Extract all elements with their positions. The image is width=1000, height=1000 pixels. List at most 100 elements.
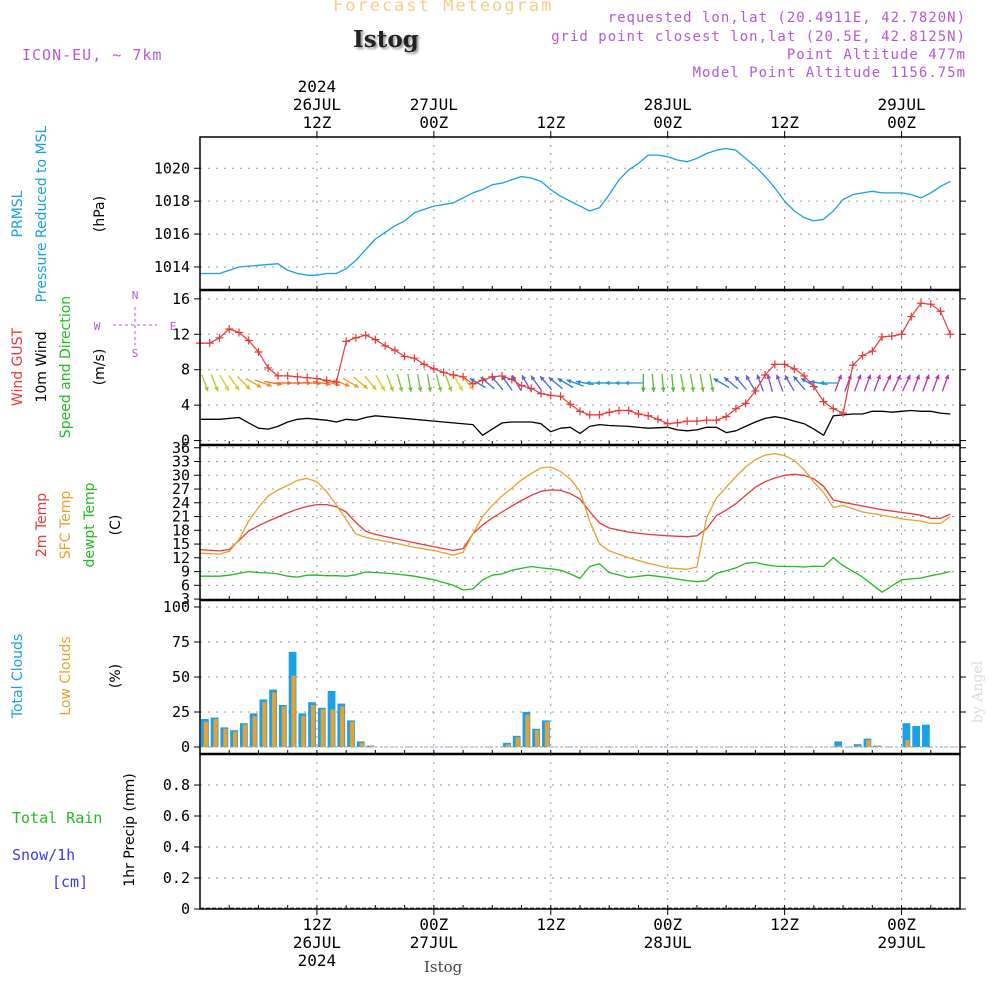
wind-arrow-head [640, 387, 646, 392]
total-cloud-bar [834, 741, 843, 747]
wind-arrow-head [690, 387, 696, 392]
panel-label: Low Clouds [58, 636, 74, 716]
panel-label: 10m Wind [34, 331, 50, 403]
gust-marker [692, 417, 701, 426]
gust-marker [371, 335, 380, 344]
gust-marker [322, 376, 331, 385]
gust-marker [634, 410, 643, 418]
gust-marker [800, 371, 809, 380]
gust-marker [839, 409, 848, 418]
y-tick-label: 0.4 [163, 838, 190, 856]
gust-marker [897, 330, 906, 339]
wind-arrow-head [886, 374, 892, 380]
gust-marker [273, 371, 282, 380]
y-tick-label: 9 [181, 563, 190, 581]
panel-label: Pressure Reduced to MSL [34, 125, 50, 303]
low-cloud-bar [515, 737, 520, 747]
wind-arrow-head [724, 377, 730, 382]
time-label-bottom: 29JUL [877, 933, 925, 952]
gust-marker [907, 312, 916, 321]
time-label-bottom: 00Z [419, 915, 448, 934]
gust-marker [244, 336, 253, 345]
low-cloud-bar [232, 731, 238, 747]
wind-arrow-head [709, 387, 715, 392]
y-tick-label: 33 [172, 453, 190, 471]
time-label-top: 12Z [302, 113, 331, 132]
gust-marker [683, 417, 692, 426]
compass-e: E [170, 320, 177, 333]
low-cloud-bar [213, 719, 218, 747]
gust-marker [303, 373, 312, 382]
gust-marker [390, 346, 399, 355]
point-altitude: Point Altitude 477m [786, 47, 966, 63]
wind-arrow-head [371, 384, 377, 390]
total-cloud-bar [922, 724, 930, 747]
gust-marker [926, 300, 935, 309]
low-cloud-bar [320, 709, 325, 747]
compass-n: N [132, 289, 139, 302]
gust-marker [459, 372, 468, 381]
panel-label: SFC Temp [58, 490, 74, 560]
wind-arrow-head [353, 383, 359, 388]
wind-arrow-head [680, 387, 686, 392]
low-cloud-bar [281, 706, 286, 747]
low-cloud-bar [262, 702, 267, 747]
y-tick-label: 21 [172, 508, 190, 526]
gust-marker [517, 381, 526, 390]
y-tick-label: 30 [172, 466, 190, 484]
gust-marker [312, 374, 321, 383]
time-label-bottom: 27JUL [410, 933, 458, 952]
wind-arrow-head [784, 375, 790, 381]
time-label-top: 00Z [887, 113, 916, 132]
y-tick-label: 0 [181, 738, 190, 756]
wind-arrow-head [566, 379, 572, 384]
gust-marker [234, 328, 243, 337]
wind-arrow-head [876, 374, 882, 380]
gust-marker [819, 397, 828, 406]
wind-arrow-head [713, 378, 719, 383]
time-label-top: 12Z [770, 113, 799, 132]
wind-arrow-head [557, 378, 563, 383]
gust-marker [858, 351, 867, 360]
gust-marker [556, 392, 565, 401]
low-cloud-bar [301, 716, 306, 747]
panel-label: dewpt Temp [82, 482, 98, 568]
gust-marker [829, 404, 838, 413]
time-label-bottom: 12Z [770, 915, 799, 934]
compass-w: W [94, 320, 101, 333]
station-name: Istog [353, 26, 419, 53]
gust-marker [761, 371, 770, 380]
gust-marker [410, 354, 419, 363]
gust-marker [576, 407, 584, 416]
wind-arrow-head [614, 380, 620, 386]
wind-arrow-head [585, 380, 591, 386]
gridpoint-coords: grid point closest lon,lat (20.5E, 42.81… [551, 29, 966, 45]
wind-arrow-head [866, 374, 872, 380]
low-cloud-bar [535, 730, 540, 747]
wind-arrow-head [362, 384, 368, 389]
gust-marker [225, 324, 234, 333]
wind-arrow-head [398, 386, 404, 392]
y-tick-label: 36 [172, 439, 190, 457]
time-label-bottom: 28JUL [644, 933, 692, 952]
gust-marker [887, 332, 896, 341]
gust-marker [205, 339, 214, 348]
panel-label: Speed and Direction [58, 295, 74, 439]
low-cloud-bar [340, 706, 345, 747]
low-cloud-bar [223, 728, 228, 747]
gust-marker [741, 399, 750, 408]
wind-arrow-head [417, 387, 423, 392]
wind-arrow-head [819, 380, 824, 386]
precip-side-label: [cm] [52, 873, 88, 891]
wind-arrow-head [234, 385, 240, 391]
low-cloud-bar [544, 721, 550, 747]
wind-arrow-head [344, 382, 350, 387]
gust-marker [770, 360, 779, 369]
gust-marker [595, 410, 604, 419]
gust-marker [605, 408, 614, 417]
time-label-bottom: 2024 [298, 951, 337, 970]
wind-arrow-head [775, 374, 781, 380]
model-label: ICON-EU, ~ 7km [22, 46, 163, 64]
wind-arrow-head [548, 377, 554, 382]
series-line [199, 453, 951, 570]
